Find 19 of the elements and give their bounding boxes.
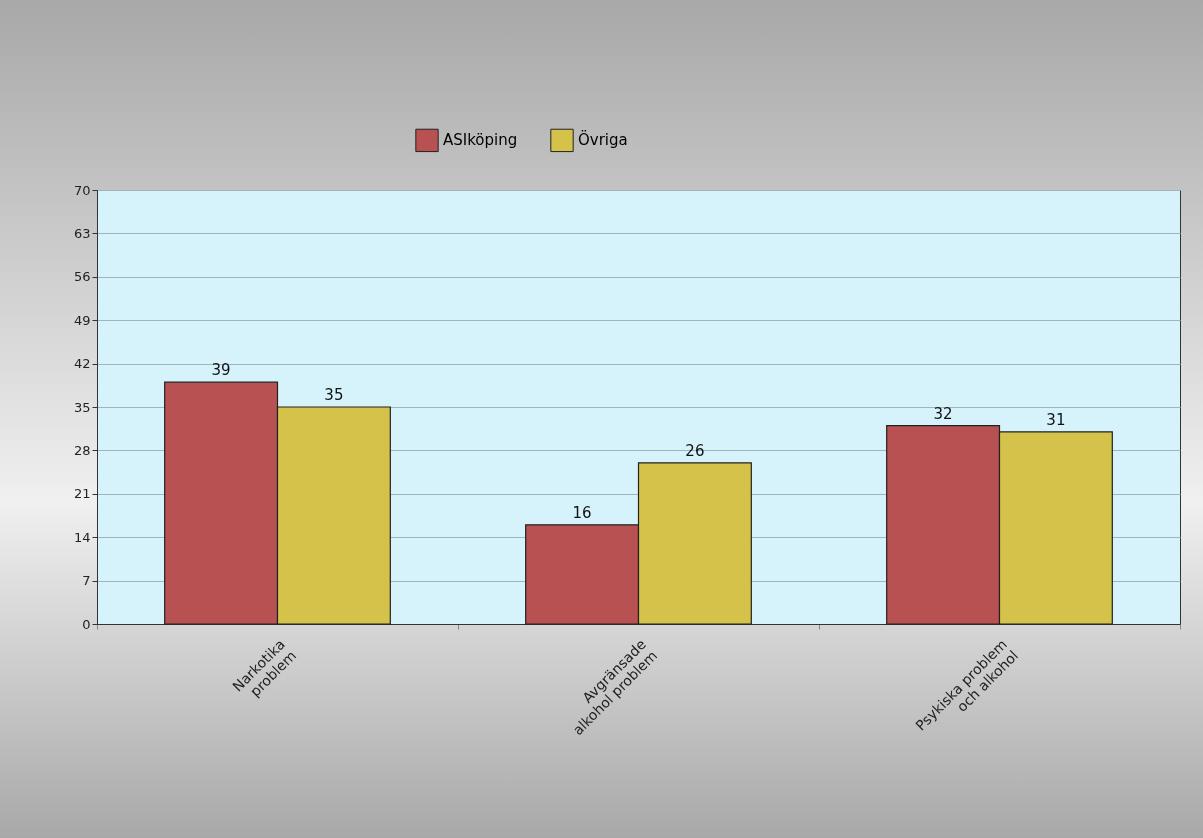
data-label: 32 <box>933 404 953 423</box>
data-label: 31 <box>1046 410 1066 429</box>
data-label: 35 <box>324 386 344 404</box>
data-label: 26 <box>685 441 705 460</box>
y-tick-label: 7 <box>82 573 91 589</box>
y-tick-label: 0 <box>82 616 91 632</box>
data-label: 16 <box>572 503 592 522</box>
data-label: 39 <box>211 361 231 380</box>
y-tick-label: 70 <box>73 182 91 198</box>
legend-label: ASIköping <box>443 131 518 150</box>
y-tick-label: 21 <box>73 486 91 502</box>
y-tick-label: 63 <box>73 225 91 241</box>
y-tick-label: 28 <box>73 442 91 458</box>
legend-label: Övriga <box>578 130 628 150</box>
y-tick-label: 56 <box>73 269 91 285</box>
y-tick-label: 35 <box>73 399 91 415</box>
y-tick-label: 42 <box>73 356 91 372</box>
y-tick-label: 49 <box>73 312 91 328</box>
y-tick-label: 14 <box>73 529 91 545</box>
